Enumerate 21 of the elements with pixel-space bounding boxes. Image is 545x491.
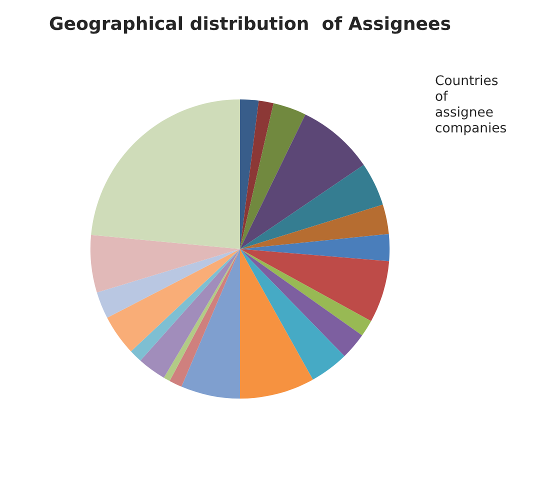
pie-slice: [181, 249, 240, 399]
pie-slice: [130, 249, 240, 361]
chart-title: Geographical distribution of Assignees: [50, 16, 450, 34]
pie-slice: [240, 249, 344, 380]
pie-slice: [240, 249, 362, 356]
pie-slice: [107, 249, 240, 352]
legend-title: Countries of assignee companies: [436, 75, 506, 136]
pie-slice: [240, 100, 274, 249]
pie-slice: [91, 99, 240, 249]
pie-slice: [140, 249, 240, 378]
pie-slice: [96, 249, 240, 318]
pie-slice: [240, 204, 389, 249]
pie-slice: [240, 114, 364, 249]
pie-slice: [240, 249, 390, 322]
pie-slice: [240, 249, 372, 336]
pie-slice: [240, 99, 259, 249]
pie-slice: [240, 234, 390, 262]
pie-slice: [90, 234, 240, 293]
pie-slice: [240, 164, 383, 249]
pie-slice: [240, 103, 306, 249]
pie-slice: [240, 249, 313, 399]
